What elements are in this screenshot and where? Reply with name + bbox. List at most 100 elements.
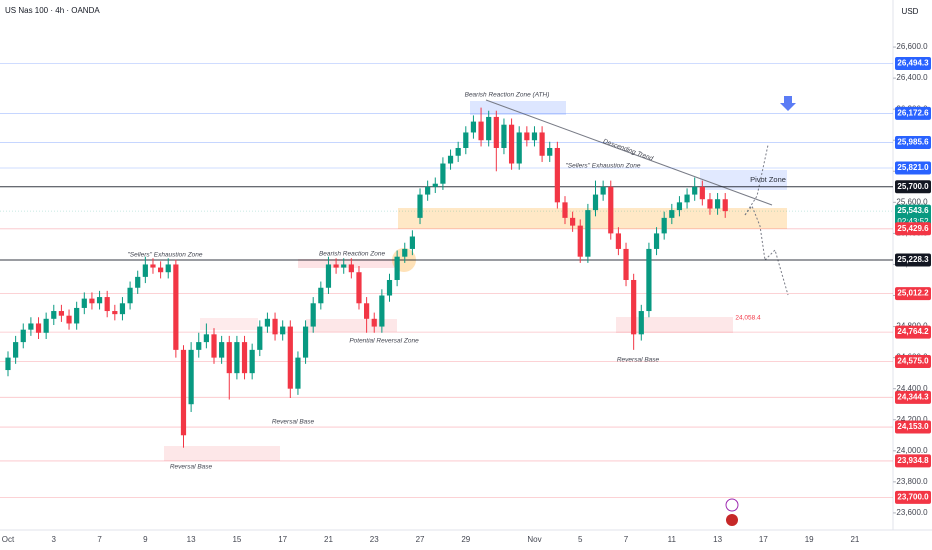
candle-body [272,318,278,335]
x-tick-label: 9 [143,535,148,544]
candle-body [547,147,553,156]
x-tick-label: 7 [97,535,102,544]
candle-body [287,326,293,389]
x-tick-label: 29 [461,535,470,544]
x-tick-label: 13 [713,535,722,544]
candle-body [669,210,675,218]
candle-body [257,326,263,350]
candle-body [684,194,690,203]
candle-body [158,267,164,273]
candle-body [51,311,57,319]
candle-body [28,323,34,330]
candle-body [211,334,217,358]
candle-body [302,326,309,358]
level-label: 25,821.0 [897,163,929,172]
candle-body [615,233,621,249]
x-tick-label: 17 [278,535,287,544]
supply-demand-zone [398,208,787,229]
projection-path [744,205,766,261]
level-label: 25,543.6 [897,206,929,215]
candle-body [371,318,377,327]
candle-body [508,124,515,164]
ath-zone [470,101,566,115]
y-tick-label: 26,400.0 [896,73,928,82]
candle-body [493,116,499,148]
candle-body [96,297,103,304]
candle-body [173,264,179,350]
trend-line [485,99,773,206]
event-icon [725,498,739,512]
annotation: Reversal Base [170,464,213,471]
candle-body [661,217,667,234]
level-label: 24,575.0 [897,357,929,366]
candle-body [539,132,545,156]
y-tick-label: 23,800.0 [896,477,928,486]
candle-body [447,155,454,164]
candle-body [608,186,614,234]
level-label: 25,700.0 [897,182,929,191]
candle-body [577,225,583,257]
x-tick-label: 23 [370,535,379,544]
candle-body [295,357,301,389]
annotation: "Sellers" Exhaustion Zone [127,252,202,259]
x-tick-label: 27 [416,535,425,544]
candle-body [417,194,423,218]
level-label-box [895,490,931,504]
candle-body [43,318,49,333]
candle-body [280,326,286,335]
candle-body [104,297,110,312]
candle-body [241,342,248,374]
candle-body [119,303,126,315]
candle-body [142,264,148,277]
reversal-zone [200,318,258,330]
candle-body [35,323,42,333]
countdown-label: 02:43:52 [897,217,929,226]
candle-body [585,210,591,257]
candle-body [74,307,80,324]
candle-body [432,183,438,187]
candle-body [264,318,271,327]
y-tick-label: 24,000.0 [896,446,928,455]
reaction-zone [298,259,396,268]
level-label: 26,172.6 [897,109,929,118]
candle-body [440,163,446,184]
x-tick-label: 7 [624,535,629,544]
event-icon [726,514,738,526]
annotation: Potential Reversal Zone [349,338,419,345]
currency-label: USD [902,7,919,16]
y-tick-label: 25,600.0 [896,197,928,206]
level-label-box [895,161,931,175]
candle-body [13,342,19,358]
y-tick-label: 26,600.0 [896,42,928,51]
candle-body [409,236,415,249]
x-tick-label: 21 [324,535,333,544]
candle-body [646,248,652,312]
candle-body [219,342,225,358]
candle-body [66,315,72,324]
candle-body [89,298,95,304]
level-label: 25,228.3 [897,255,929,264]
candle-body [638,311,644,335]
level-label-box [895,454,931,468]
level-label: 24,344.3 [897,392,929,401]
annotation: "Sellers" Exhaustion Zone [565,163,640,170]
level-label: 25,985.6 [897,138,929,147]
candle-body [127,287,133,304]
candle-body [554,147,560,203]
annotation: Descending Trend [602,138,654,163]
candle-body [5,357,11,371]
candle-body [714,199,721,209]
candle-body [707,199,713,209]
candle-body [333,264,339,268]
x-tick-label: 17 [759,535,768,544]
candle-body [348,264,354,273]
drawings [0,0,932,531]
annotation: Bearish Reaction Zone [319,251,386,258]
reversal-zone [164,446,280,461]
candle-body [379,295,385,327]
y-tick-label: 24,200.0 [896,415,928,424]
candle-body [150,264,156,268]
candle-body [203,334,209,343]
